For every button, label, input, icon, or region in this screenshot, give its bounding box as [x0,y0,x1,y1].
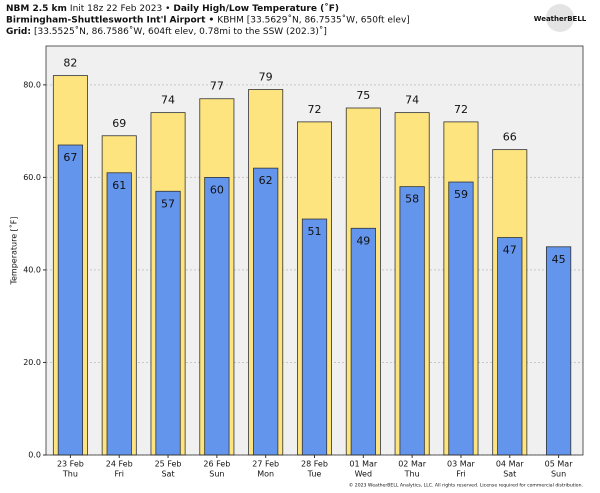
header-part: KBHM [33.5629˚N, 86.7535˚W, 650ft elev] [217,14,409,25]
x-tick-sublabel: Sun [209,470,224,479]
x-tick-sublabel: Tue [307,470,322,479]
footer: © 2023 WeatherBELL Analytics, LLC. All r… [349,482,583,489]
value-label: 79 [259,70,273,83]
x-tick-sublabel: Fri [114,470,124,479]
value-label: 72 [454,103,468,116]
y-axis-label: Temperature [˚F] [9,216,19,285]
x-tick-label: 02 Mar [398,460,427,469]
x-tick-sublabel: Thu [62,470,78,479]
value-label: 59 [454,188,468,201]
y-tick-label: 0.0 [28,451,41,460]
header-line: Grid: [33.5525˚N, 86.7586˚W, 604ft elev, … [6,26,327,37]
x-tick-label: 03 Mar [447,460,476,469]
bar [350,227,376,456]
value-label: 82 [63,57,77,70]
value-label: 62 [259,174,273,187]
x-tick-label: 05 Mar [545,460,574,469]
x-tick-sublabel: Fri [456,470,466,479]
value-label: 57 [161,197,175,210]
x-tick-label: 04 Mar [496,460,525,469]
bar [448,181,474,456]
bar [497,237,523,456]
value-label: 69 [112,117,126,130]
header-part: NBM 2.5 km [6,4,67,14]
bar [155,190,181,456]
y-tick-label: 20.0 [23,358,41,367]
bar [204,176,230,456]
value-label: 77 [210,80,224,93]
header-line: Birmingham-Shuttlesworth Int'l Airport •… [6,14,410,25]
value-label: 67 [63,151,77,164]
header-part: Init 18z 22 Feb 2023 • [70,4,170,14]
value-label: 66 [503,131,517,144]
bar [301,218,328,456]
value-label: 74 [405,94,419,107]
header-line: NBM 2.5 km Init 18z 22 Feb 2023 • Daily Hi… [6,3,339,14]
x-tick-label: 23 Feb [57,460,84,469]
y-tick-label: 80.0 [23,80,41,89]
logo-globe [546,4,574,32]
bar [545,246,572,456]
x-tick-sublabel: Mon [257,470,274,479]
value-label: 72 [308,103,322,116]
bar [399,186,425,456]
value-label: 51 [308,225,322,238]
x-tick-label: 28 Feb [301,460,328,469]
value-label: 74 [161,94,175,107]
y-tick-label: 60.0 [23,173,41,182]
x-tick-sublabel: Thu [404,470,420,479]
x-tick-label: 26 Feb [203,460,230,469]
x-tick-label: 24 Feb [106,460,133,469]
plot-frame [45,45,584,456]
x-tick-sublabel: Sun [551,470,566,479]
value-label: 60 [210,183,224,196]
x-tick-sublabel: Sat [161,470,174,479]
header-part: Daily High/Low Temperature (˚F) [173,3,339,14]
x-tick-label: 25 Feb [155,460,182,469]
logo: WeatherBELL [534,15,587,23]
value-label: 61 [112,179,126,192]
y-tick-label: 40.0 [23,265,41,274]
value-label: 58 [405,193,419,206]
value-label: 75 [356,89,370,102]
x-tick-sublabel: Wed [355,470,372,479]
value-label: 45 [552,253,566,266]
value-label: 47 [503,244,517,257]
x-tick-label: 27 Feb [252,460,279,469]
bar [57,144,84,456]
bar [253,167,279,456]
header-part: [33.5525˚N, 86.7586˚W, 604ft elev, 0.78m… [34,26,327,37]
bar [106,172,132,456]
value-label: 49 [356,234,370,247]
header-part: Birmingham-Shuttlesworth Int'l Airport • [6,15,214,25]
header-part: Grid: [6,27,31,37]
x-tick-label: 01 Mar [349,460,378,469]
x-tick-sublabel: Sat [503,470,516,479]
